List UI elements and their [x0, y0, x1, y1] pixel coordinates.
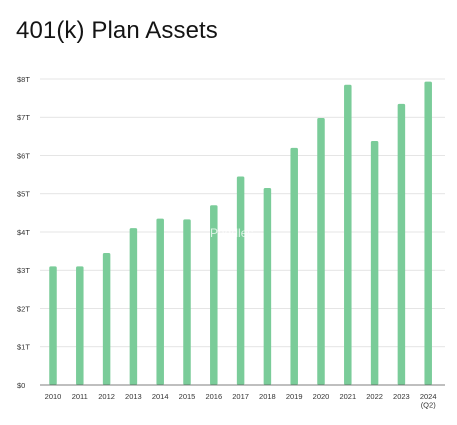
x-tick-label: 2021	[339, 392, 356, 401]
y-tick-label: $8T	[17, 75, 30, 84]
bar	[183, 219, 191, 385]
bar	[236, 176, 245, 385]
x-tick-label: 2016	[205, 392, 222, 401]
x-tick-label: 2011	[72, 392, 88, 401]
bar	[344, 84, 352, 386]
x-tick-label: 2015	[179, 392, 196, 401]
x-tick-label: 2014	[152, 392, 169, 401]
x-tick-label: 2024 (Q2)	[420, 392, 437, 410]
bar	[370, 140, 379, 385]
bar	[76, 266, 84, 385]
x-tick-label: 2012	[98, 392, 115, 401]
x-tick-label: 2018	[259, 392, 276, 401]
y-axis-tick-labels: $0 $1T $2T $3T $4T $5T $6T $7T $8T	[17, 75, 30, 390]
y-tick-label: $0	[17, 381, 25, 390]
bar	[317, 118, 325, 385]
y-tick-label: $7T	[17, 113, 30, 122]
bar	[263, 188, 272, 385]
y-tick-label: $1T	[17, 343, 30, 352]
y-tick-label: $2T	[17, 304, 30, 313]
x-tick-label: 2020	[313, 392, 330, 401]
x-tick-label: 2019	[286, 392, 303, 401]
chart-title: 401(k) Plan Assets	[16, 17, 218, 44]
x-tick-label: 2013	[125, 392, 142, 401]
bar	[129, 228, 138, 385]
bar	[210, 205, 218, 385]
x-tick-label: 2023	[393, 392, 410, 401]
x-tick-label: 2010	[45, 392, 62, 401]
bar	[156, 218, 164, 385]
x-tick-label: 2017	[232, 392, 249, 401]
bar	[290, 147, 298, 385]
y-tick-label: $5T	[17, 190, 30, 199]
x-tick-label: 2022	[366, 392, 383, 401]
x-axis-tick-labels: 2010 2011 2012 2013 2014 2015 2016 2017 2018 2019…	[45, 392, 437, 410]
bar	[102, 253, 111, 385]
bars	[49, 81, 432, 386]
bar	[397, 103, 406, 386]
y-tick-label: $4T	[17, 228, 30, 237]
watermark-text: Paddles	[210, 226, 253, 240]
y-tick-label: $6T	[17, 151, 30, 160]
bar	[49, 266, 57, 385]
y-tick-label: $3T	[17, 266, 30, 275]
bar	[424, 81, 432, 386]
